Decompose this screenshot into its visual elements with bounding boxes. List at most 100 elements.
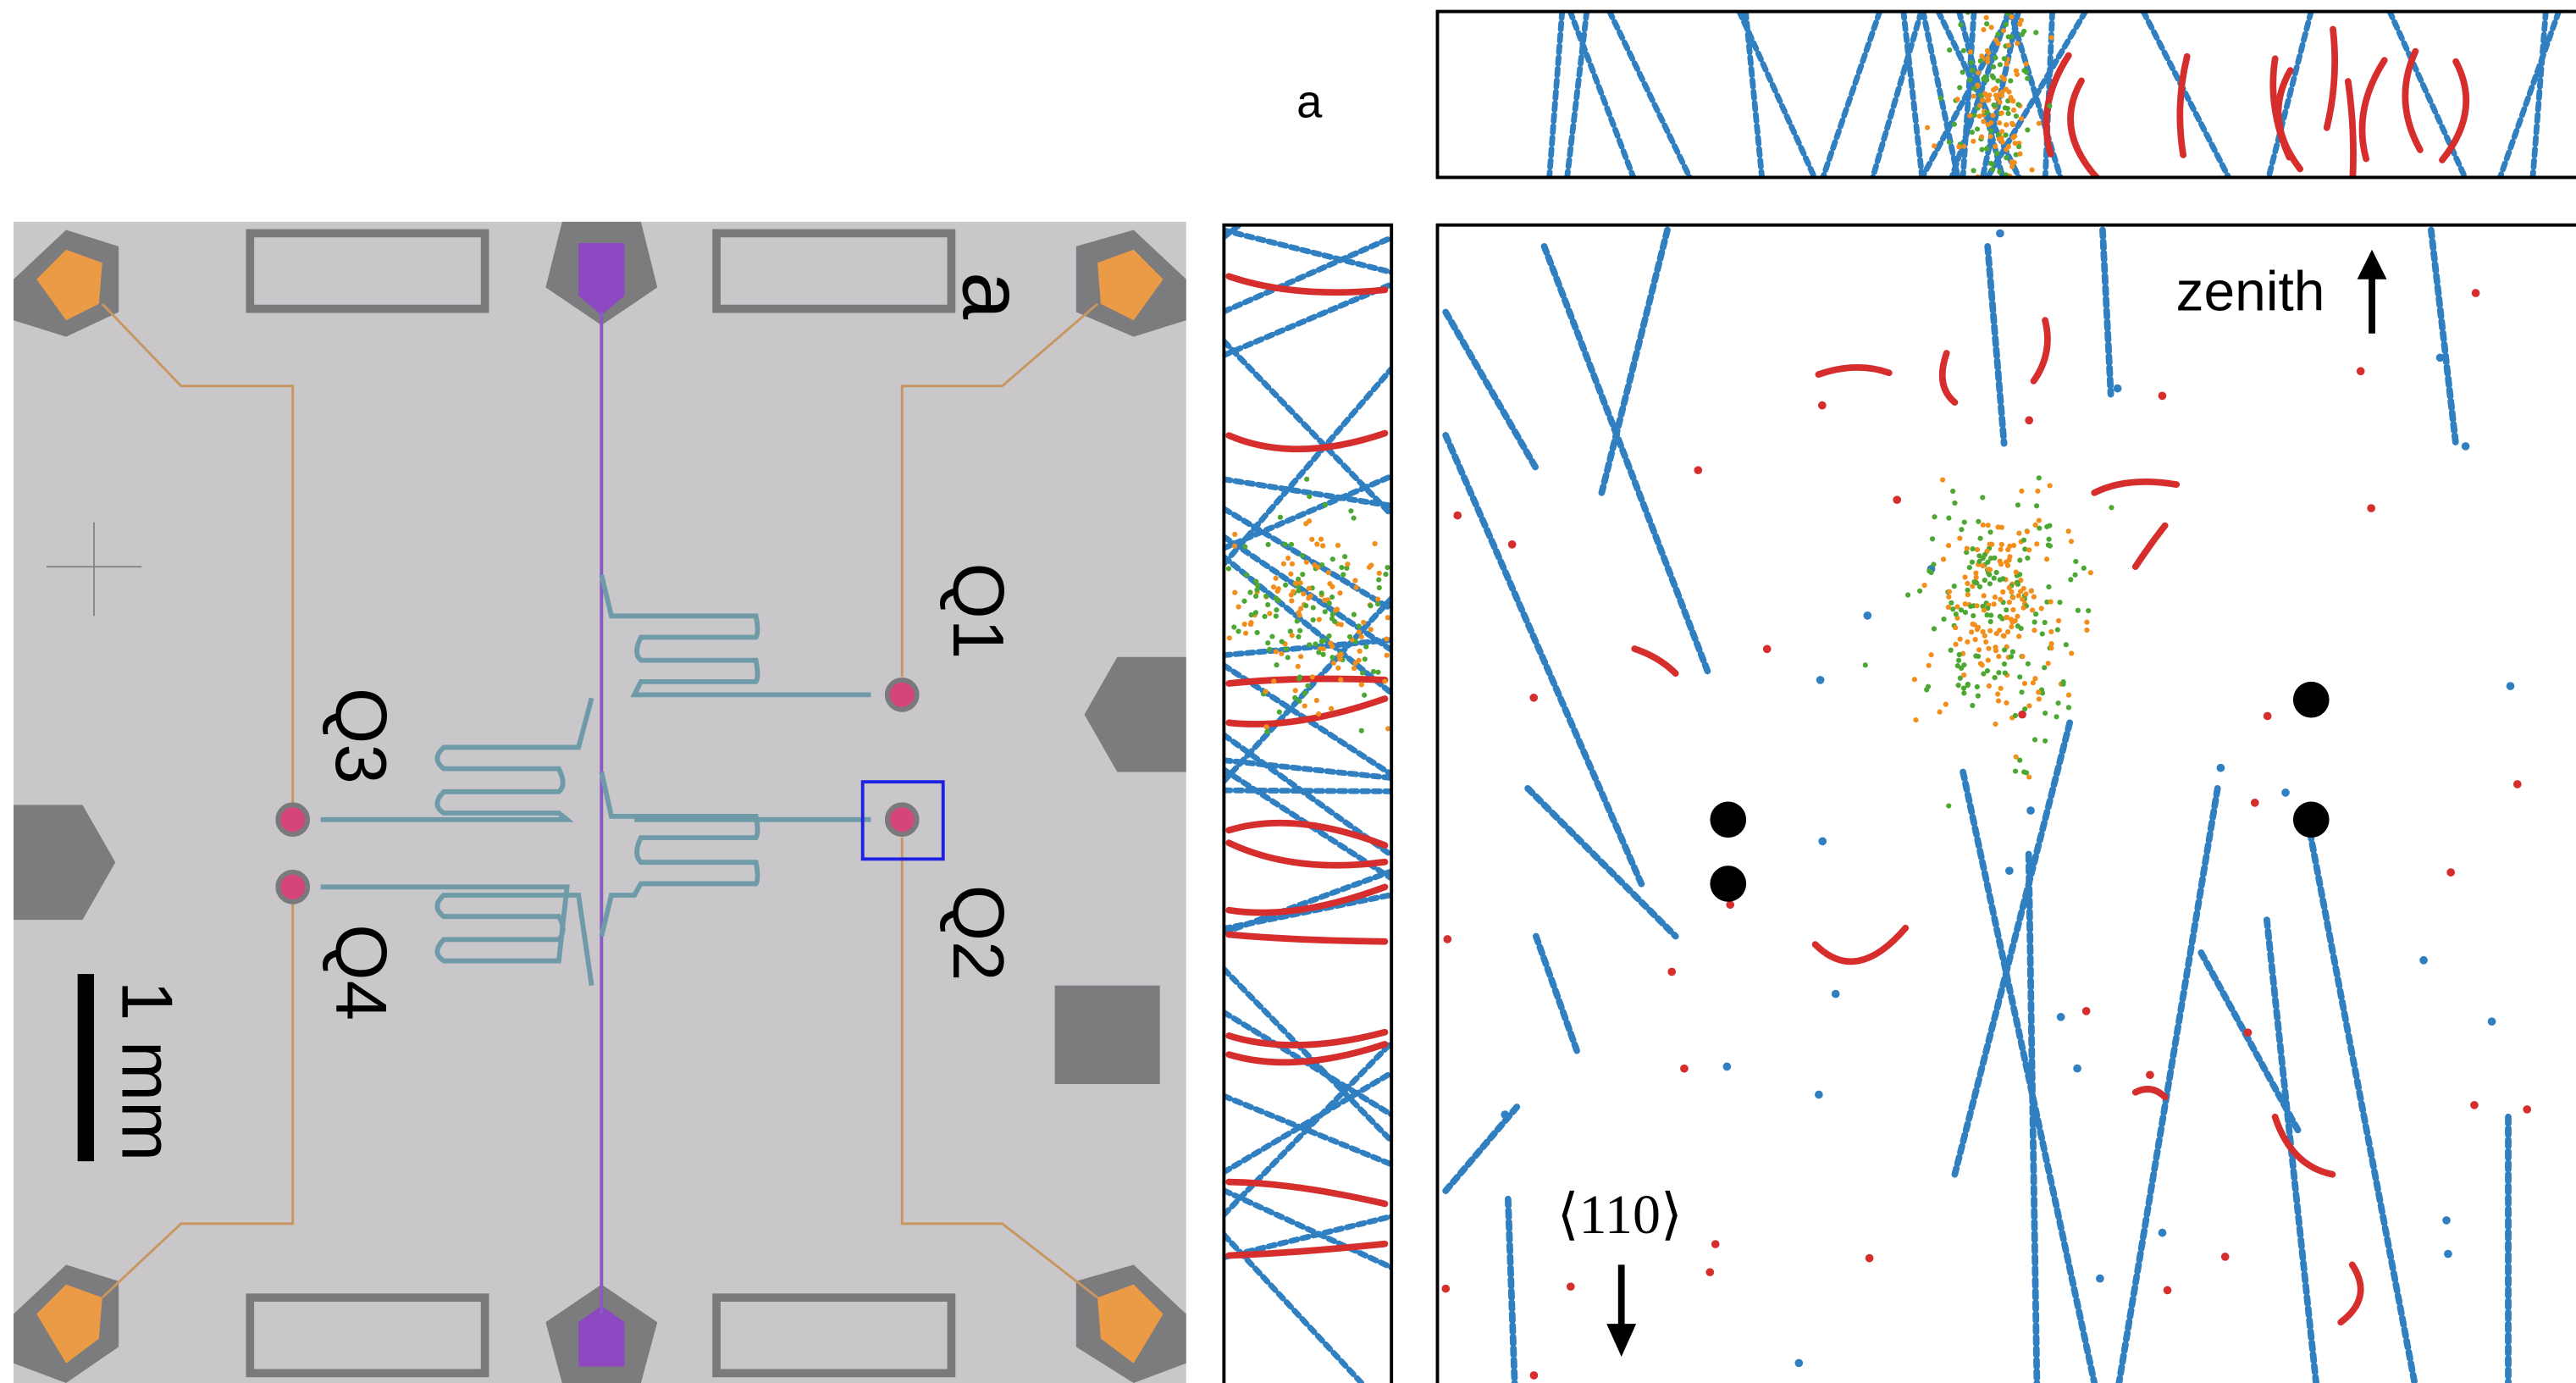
hit (1377, 571, 1382, 576)
hit (1271, 584, 1276, 589)
hit (2002, 647, 2007, 652)
hit (1989, 25, 1994, 30)
hit (1972, 113, 1977, 118)
muon-track (2390, 12, 2465, 178)
hit (1282, 542, 1287, 547)
hit (1337, 656, 1342, 661)
hit (2034, 541, 2039, 546)
hit (1255, 630, 1260, 635)
hit (2006, 557, 2011, 562)
hit (1975, 684, 1980, 689)
zenith-label: zenith (2176, 260, 2325, 323)
hit (1289, 598, 1294, 603)
hit (2025, 556, 2030, 561)
hit (2004, 62, 2009, 67)
hit (1200, 627, 1205, 632)
hit (1980, 662, 1985, 667)
hit (2032, 619, 2037, 624)
hit (2016, 531, 2021, 536)
hit (1975, 547, 1980, 552)
hit (1950, 489, 1955, 494)
hit (2442, 1216, 2451, 1225)
hit (1410, 676, 1415, 681)
hit (2026, 806, 2035, 815)
hit (1384, 636, 1389, 641)
hit (1926, 663, 1932, 668)
hit (1959, 607, 1964, 612)
muon-track (1601, 230, 1667, 493)
muon-track (2201, 953, 2299, 1133)
hit (1322, 598, 1327, 603)
hit (2004, 700, 2009, 705)
hit (2004, 607, 2009, 612)
hit (1982, 607, 1987, 612)
hit (2021, 68, 2026, 73)
hit (2006, 144, 2011, 149)
hit (1385, 615, 1390, 620)
hit (1917, 589, 1922, 594)
hit (2033, 611, 2038, 617)
hit (2001, 28, 2006, 33)
hit (2007, 585, 2012, 590)
hit (1982, 91, 1987, 97)
hit (1302, 703, 1307, 708)
hit (1999, 129, 2004, 134)
hit (2044, 524, 2049, 529)
hit (1965, 588, 1970, 593)
chip-panel: a Q1 Q2 Q3 Q4 1 mm (14, 222, 1186, 1383)
hit (2012, 160, 2017, 165)
hit (2047, 103, 2052, 108)
hit (1360, 670, 1365, 675)
hit (2014, 68, 2019, 73)
hit (1290, 633, 1295, 638)
hit (2086, 608, 2091, 613)
hit (1295, 618, 1300, 623)
hit (1314, 698, 1319, 703)
hit (2009, 624, 2014, 629)
hit (1993, 86, 1998, 91)
hit (1986, 50, 1991, 55)
hit (1999, 525, 2004, 530)
hit (1912, 677, 1917, 682)
hit (1954, 97, 1960, 102)
hit (1420, 687, 1425, 692)
hit (2048, 599, 2054, 604)
hit (1965, 546, 1970, 551)
hit (1973, 571, 1978, 576)
hit (1947, 140, 1952, 145)
hit (2010, 595, 2015, 600)
electron-track (2034, 320, 2048, 381)
electron-track (2180, 57, 2186, 155)
hit (1979, 147, 1984, 152)
hit (2015, 102, 2020, 107)
hit (1970, 68, 1975, 73)
hit (2072, 573, 2077, 578)
hit (1290, 561, 1295, 567)
hit (2043, 739, 2048, 744)
hit (1277, 710, 1282, 715)
hit (2008, 78, 2013, 83)
hit (1963, 601, 1968, 606)
hit (1973, 637, 1978, 642)
hit (1396, 559, 1401, 564)
hit (1986, 657, 1991, 662)
hit (1332, 619, 1337, 624)
hit (1293, 688, 1298, 693)
hit (1232, 532, 1237, 537)
hit (1996, 670, 2001, 675)
hit (2066, 528, 2071, 534)
hit (1281, 561, 1286, 567)
hit (1357, 629, 1362, 634)
hit (1928, 652, 1933, 657)
hit (2007, 600, 2012, 605)
hit (2026, 547, 2032, 552)
hit (2029, 589, 2034, 594)
hit (1998, 62, 2003, 67)
hit (2024, 61, 2029, 66)
hit (1362, 693, 1367, 698)
hit (1994, 151, 1999, 156)
electron-track (1816, 928, 1906, 962)
zenith-arrow (2358, 250, 2387, 279)
muon-track (1739, 12, 1815, 178)
muon-track (2500, 12, 2558, 178)
